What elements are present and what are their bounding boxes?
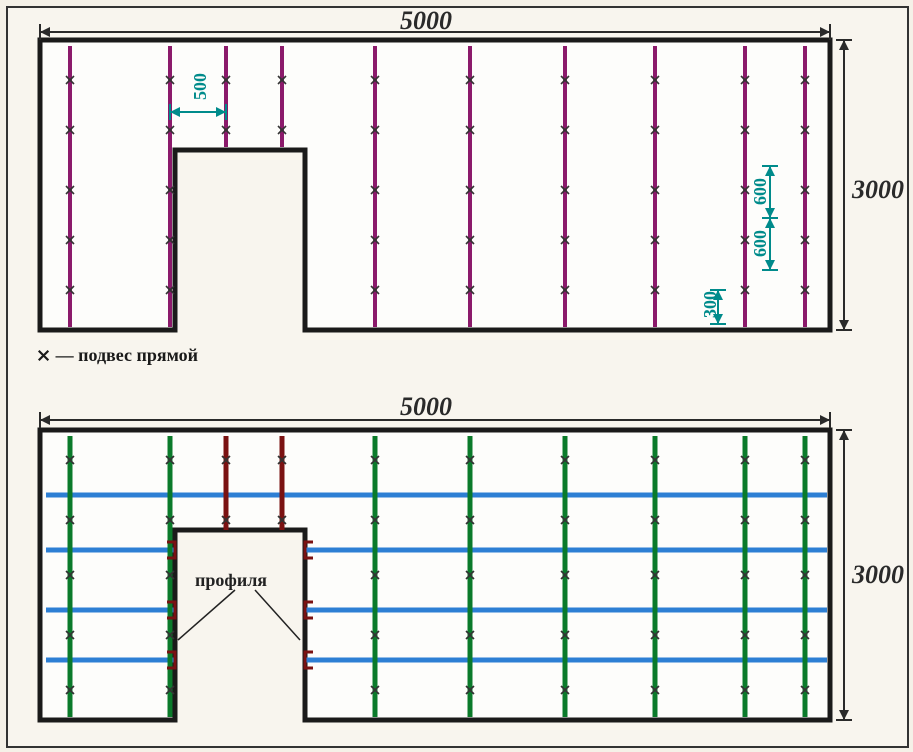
profile-label: профиля bbox=[195, 570, 267, 591]
bottom-height-label: 3000 bbox=[852, 560, 904, 590]
bottom-width-label: 5000 bbox=[400, 392, 452, 422]
bottom-diagram bbox=[0, 0, 913, 752]
